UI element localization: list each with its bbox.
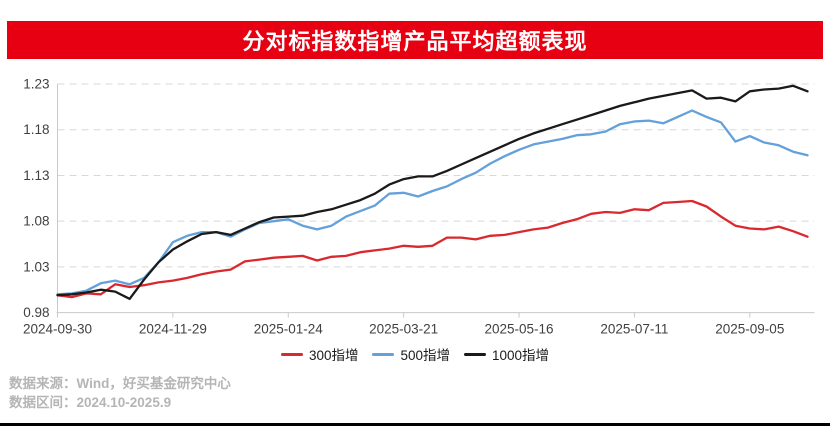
- legend-item-1000[interactable]: 1000指增: [464, 344, 549, 364]
- x-tick-label-2024-11-29: 2024-11-29: [139, 322, 207, 337]
- legend-swatch-500: [372, 352, 395, 356]
- excess-performance-line-chart: 1.23 1.18 1.13 1.08 1.03 0.98 2024-09-30 2024-1…: [23, 77, 815, 337]
- series-line-1000指增: [56, 84, 809, 301]
- bottom-divider: [0, 423, 830, 426]
- y-tick-label-1.03: 1.03: [23, 259, 49, 274]
- chart-title-bar: 分对标指数指增产品平均超额表现: [7, 21, 823, 59]
- x-tick-label-2024-09-30: 2024-09-30: [23, 322, 92, 337]
- legend-label-300: 300指增: [308, 348, 359, 363]
- y-tick-label-0.98: 0.98: [23, 305, 49, 320]
- legend-swatch-1000: [464, 352, 486, 356]
- y-tick-label-1.23: 1.23: [23, 77, 49, 92]
- x-tick-label-2025-01-24: 2025-01-24: [254, 322, 324, 337]
- series-line-300指增: [56, 199, 809, 299]
- x-tick-label-2025-05-16: 2025-05-16: [485, 322, 554, 337]
- legend-label-1000: 1000指增: [492, 348, 550, 363]
- series-line-500指增: [56, 109, 809, 296]
- y-tick-label-1.08: 1.08: [23, 214, 49, 229]
- legend-label-500: 500指增: [400, 348, 450, 363]
- chart-footnote: 数据来源：Wind，好买基金研究中心 数据区间：2024.10-2025.9: [9, 374, 231, 412]
- page-title: 分对标指数指增产品平均超额表现: [242, 29, 588, 54]
- x-tick-label-2025-03-21: 2025-03-21: [369, 322, 438, 337]
- legend-item-500[interactable]: 500指增: [372, 344, 450, 364]
- legend-swatch-300: [280, 352, 303, 356]
- y-tick-label-1.18: 1.18: [23, 122, 49, 137]
- chart-legend: 300指增 500指增 1000指增: [0, 344, 830, 364]
- data-source-line: 数据来源：Wind，好买基金研究中心: [9, 376, 231, 391]
- x-tick-label-2025-09-05: 2025-09-05: [715, 322, 784, 337]
- y-tick-label-1.13: 1.13: [23, 168, 49, 183]
- legend-item-300[interactable]: 300指增: [280, 344, 359, 364]
- data-range-line: 数据区间：2024.10-2025.9: [9, 395, 172, 410]
- x-tick-label-2025-07-11: 2025-07-11: [600, 322, 668, 337]
